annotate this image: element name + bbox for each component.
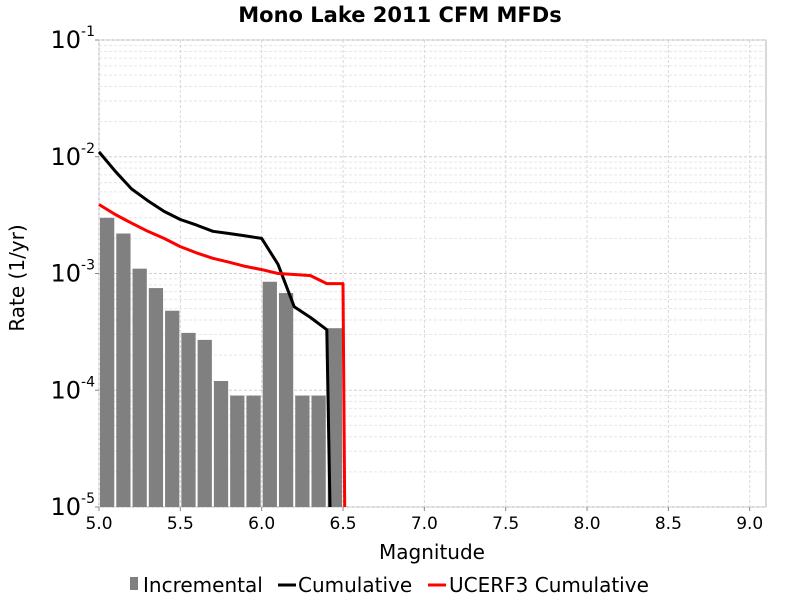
y-tick-label: 10-3	[50, 258, 95, 288]
y-tick-label: 10-5	[50, 491, 95, 521]
x-tick-label: 8.5	[655, 514, 682, 534]
incremental-bar	[246, 395, 261, 507]
x-tick-label: 6.5	[330, 514, 357, 534]
incremental-bar	[165, 310, 180, 507]
incremental-bar	[295, 395, 310, 507]
x-tick-label: 7.0	[411, 514, 438, 534]
incremental-bar	[262, 281, 277, 507]
x-tick-label: 8.0	[574, 514, 601, 534]
incremental-bar	[213, 381, 229, 507]
incremental-bar	[100, 217, 115, 508]
x-tick-label: 6.0	[248, 514, 275, 534]
incremental-bar	[181, 332, 196, 507]
incremental-bar	[311, 395, 326, 507]
incremental-bar	[116, 233, 131, 507]
incremental-bars	[100, 217, 343, 508]
y-tick-label: 10-2	[50, 141, 95, 171]
ucerf3-cumulative-line	[98, 203, 347, 508]
legend-label-ucerf3-cumulative: UCERF3 Cumulative	[449, 573, 649, 597]
incremental-bar	[278, 293, 294, 507]
y-tick-label: 10-4	[50, 374, 95, 404]
incremental-bar	[148, 288, 164, 507]
legend-swatch-incremental	[130, 577, 138, 590]
incremental-bar	[132, 268, 147, 507]
chart-title: Mono Lake 2011 CFM MFDs	[238, 3, 561, 27]
legend-label-cumulative: Cumulative	[298, 573, 412, 597]
x-tick-label: 5.5	[167, 514, 194, 534]
y-tick-label: 10-1	[50, 24, 95, 54]
incremental-bar	[197, 339, 212, 507]
legend: Incremental Cumulative UCERF3 Cumulative	[130, 573, 649, 597]
x-tick-label: 9.0	[736, 514, 763, 534]
y-axis-label: Rate (1/yr)	[5, 224, 29, 331]
x-tick-label: 7.5	[492, 514, 519, 534]
x-axis-ticks: 5.0 5.5 6.0 6.5 7.0 7.5 8.0 8.5 9.0	[85, 507, 763, 534]
x-axis-label: Magnitude	[379, 540, 485, 564]
cumulative-line	[97, 150, 332, 508]
legend-label-incremental: Incremental	[143, 573, 263, 597]
incremental-bar	[327, 328, 343, 507]
cumulative-lines	[97, 150, 347, 508]
y-axis-ticks: 10-5 10-4 10-3 10-2 10-1	[50, 24, 99, 521]
x-tick-label: 5.0	[85, 514, 112, 534]
incremental-bar	[230, 395, 245, 507]
